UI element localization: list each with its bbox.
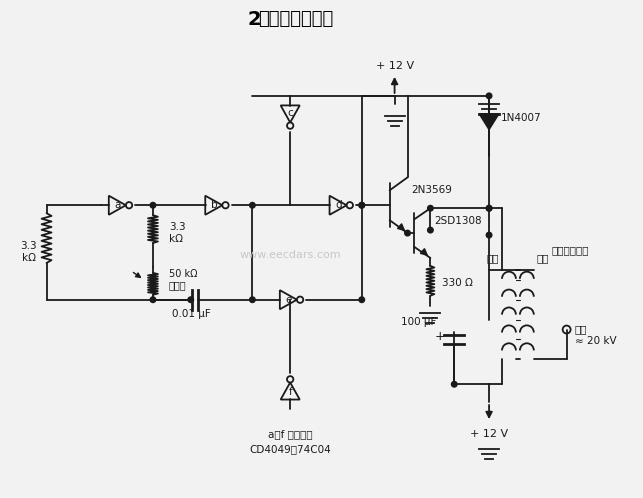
Circle shape [150, 297, 156, 302]
Circle shape [486, 206, 492, 211]
Circle shape [249, 297, 255, 302]
Circle shape [359, 203, 365, 208]
Text: 万伏高压发生器: 万伏高压发生器 [258, 10, 334, 28]
Text: 3.3
kΩ: 3.3 kΩ [169, 222, 185, 244]
Circle shape [428, 206, 433, 211]
Circle shape [486, 93, 492, 99]
Text: f: f [288, 387, 292, 397]
Text: a－f 六部分为: a－f 六部分为 [268, 429, 312, 439]
Text: 0.01 μF: 0.01 μF [172, 309, 211, 319]
Circle shape [451, 381, 457, 387]
Circle shape [359, 297, 365, 302]
Circle shape [188, 297, 194, 302]
Circle shape [486, 232, 492, 238]
Text: 50 kΩ
电位器: 50 kΩ 电位器 [169, 269, 197, 291]
Text: b: b [211, 200, 217, 210]
Text: 1N4007: 1N4007 [501, 113, 541, 123]
Text: CD4049或74C04: CD4049或74C04 [249, 444, 331, 454]
Text: 100 μF: 100 μF [401, 317, 437, 327]
Text: 2SD1308: 2SD1308 [435, 216, 482, 226]
Text: 自动点火线圈: 自动点火线圈 [552, 245, 589, 255]
Circle shape [359, 203, 365, 208]
Text: 2N3569: 2N3569 [412, 185, 453, 195]
Text: 2: 2 [248, 10, 261, 29]
Text: 3.3
kΩ: 3.3 kΩ [21, 241, 37, 263]
Circle shape [150, 203, 156, 208]
Circle shape [249, 203, 255, 208]
Text: +: + [435, 330, 446, 343]
Text: e: e [285, 295, 292, 305]
Text: 输出: 输出 [575, 325, 587, 335]
Text: a: a [114, 200, 121, 210]
Polygon shape [479, 114, 499, 129]
Text: + 12 V: + 12 V [470, 429, 508, 439]
Text: d: d [335, 200, 341, 210]
Text: c: c [287, 108, 293, 118]
Circle shape [486, 206, 492, 211]
Text: + 12 V: + 12 V [376, 61, 413, 71]
Text: www.eecdars.com: www.eecdars.com [239, 250, 341, 260]
Text: 初级: 初级 [487, 253, 499, 263]
Circle shape [428, 227, 433, 233]
Circle shape [404, 230, 410, 236]
Text: 330 Ω: 330 Ω [442, 278, 473, 288]
Text: 次级: 次级 [537, 253, 549, 263]
Text: ≈ 20 kV: ≈ 20 kV [575, 337, 616, 347]
